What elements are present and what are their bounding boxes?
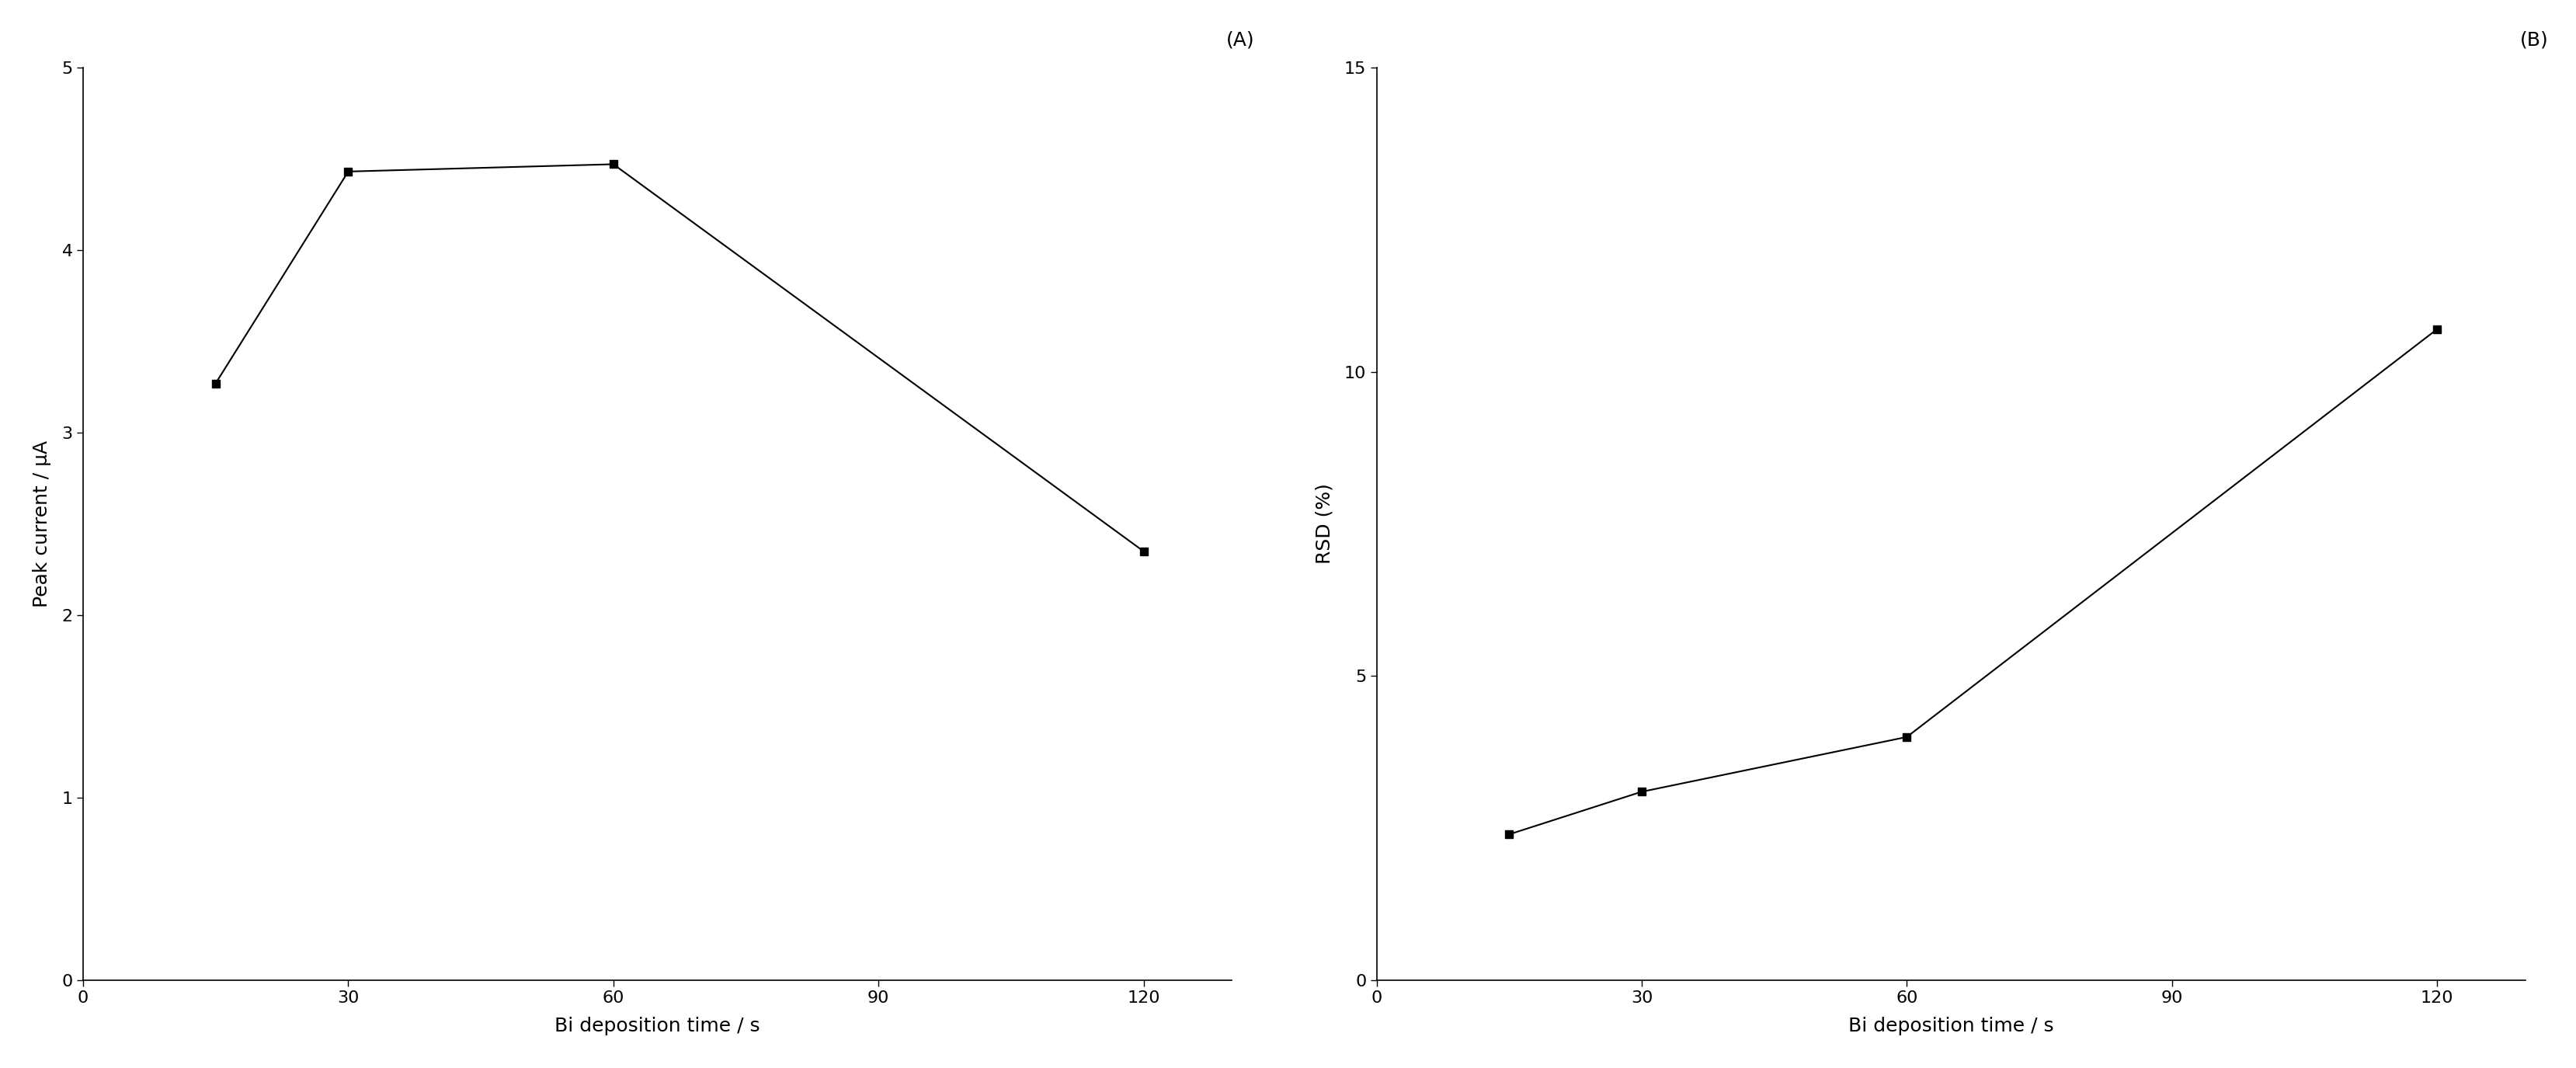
Y-axis label: RSD (%): RSD (%) — [1314, 484, 1334, 564]
Text: (B): (B) — [2519, 31, 2548, 49]
Text: (A): (A) — [1226, 31, 1255, 49]
Y-axis label: Peak current / μA: Peak current / μA — [33, 440, 52, 608]
X-axis label: Bi deposition time / s: Bi deposition time / s — [554, 1017, 760, 1036]
X-axis label: Bi deposition time / s: Bi deposition time / s — [1850, 1017, 2053, 1036]
